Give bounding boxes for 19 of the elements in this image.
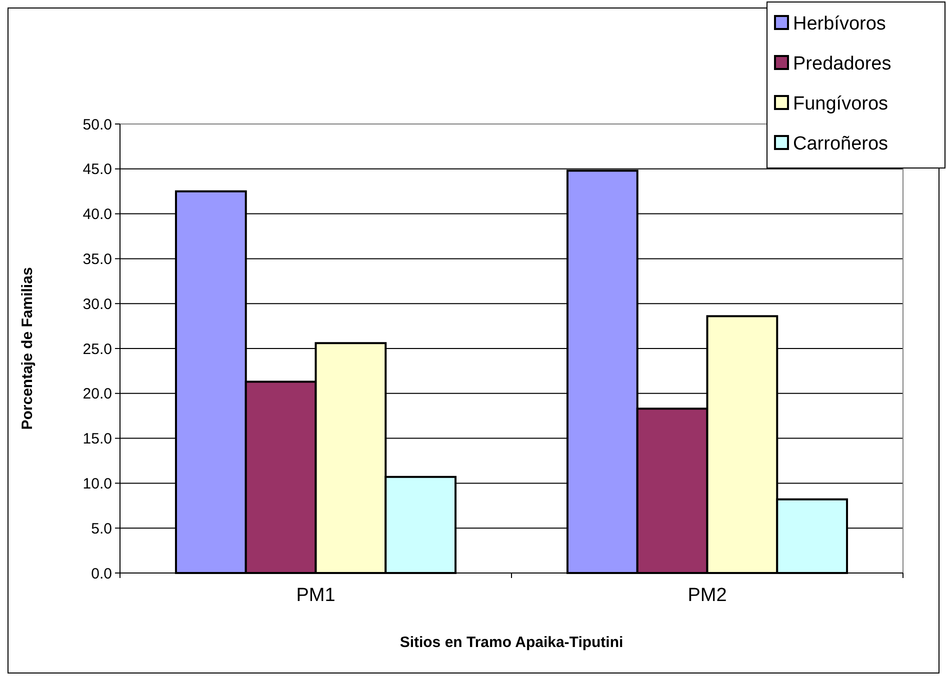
y-tick-label: 35.0 xyxy=(82,250,112,268)
legend-label: Fungívoros xyxy=(793,94,888,115)
legend-label: Herbívoros xyxy=(793,14,886,35)
y-tick-label: 30.0 xyxy=(82,296,112,313)
y-tick-label: 15.0 xyxy=(82,430,112,448)
legend-label: Predadores xyxy=(793,54,892,75)
x-tick-label: PM2 xyxy=(688,585,727,606)
y-tick-label: 40.0 xyxy=(82,206,112,224)
y-tick-label: 50.0 xyxy=(82,116,112,134)
y-tick-label: 0.0 xyxy=(91,565,112,582)
y-tick-label: 20.0 xyxy=(82,386,112,403)
y-tick-label: 5.0 xyxy=(91,520,112,538)
x-axis-title: Sitios en Tramo Apaika-Tiputini xyxy=(400,634,624,651)
legend-label: Carroñeros xyxy=(793,134,888,155)
y-axis-title: Porcentaje de Familias xyxy=(19,267,36,430)
x-tick-label: PM1 xyxy=(296,585,336,606)
y-tick-label: 45.0 xyxy=(82,161,112,178)
y-tick-label: 25.0 xyxy=(82,340,112,358)
y-tick-label: 10.0 xyxy=(82,475,112,492)
